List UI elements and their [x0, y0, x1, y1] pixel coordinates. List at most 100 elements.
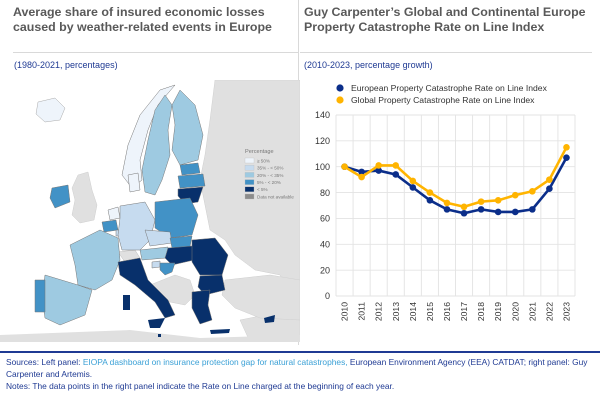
data-point	[426, 189, 434, 196]
y-tick-label: 120	[315, 136, 330, 146]
y-tick-label: 140	[315, 110, 330, 120]
x-tick-label: 2013	[391, 302, 401, 321]
data-point	[460, 203, 468, 211]
y-tick-label: 60	[320, 214, 330, 224]
data-point	[358, 173, 365, 181]
notes-text: Notes: The data points in the right pane…	[6, 380, 395, 391]
y-tick-label: 0	[325, 291, 330, 301]
right-title-divider	[300, 52, 592, 53]
country-PL	[154, 197, 199, 239]
map-legend-swatch	[244, 193, 255, 200]
country-GR-crete	[210, 329, 230, 334]
data-point	[443, 206, 451, 213]
x-tick-label: 2012	[374, 302, 384, 321]
x-tick-label: 2016	[442, 302, 452, 321]
right-panel-title: Guy Carpenter’s Global and Continental E…	[304, 5, 586, 34]
country-BG	[197, 274, 226, 296]
x-tick-label: 2023	[561, 302, 571, 321]
rate-on-line-chart: European Property Catastrophe Rate on Li…	[315, 83, 576, 321]
land-russia-east	[199, 80, 300, 342]
data-point	[494, 208, 502, 216]
x-tick-label: 2010	[340, 302, 350, 321]
data-point	[477, 198, 485, 205]
x-tick-label: 2017	[459, 302, 469, 321]
country-HU	[164, 245, 195, 266]
data-point	[443, 199, 451, 207]
map-legend-swatch	[244, 179, 255, 185]
country-CZ	[144, 229, 173, 247]
left-title-divider	[13, 52, 298, 53]
sources-suffix: European Environment Agency (EEA) CATDAT…	[6, 357, 588, 379]
sources-prefix: Sources: Left panel:	[6, 357, 83, 367]
footer-divider	[0, 351, 600, 353]
country-SE	[141, 94, 173, 196]
country-CY	[264, 315, 275, 323]
data-point	[375, 162, 382, 169]
map-legend-label: 20% - < 35%	[257, 173, 283, 178]
data-point	[511, 208, 519, 216]
data-point	[563, 154, 570, 161]
y-tick-label: 40	[320, 239, 330, 249]
y-tick-label: 20	[320, 265, 330, 275]
map-countries	[34, 84, 275, 337]
chart-legend: European Property Catastrophe Rate on Li…	[336, 83, 548, 105]
x-tick-label: 2021	[527, 302, 537, 321]
legend-label: Global Property Catastrophe Rate on Line…	[351, 95, 535, 105]
data-point	[375, 167, 382, 174]
country-IT-sicily	[148, 318, 165, 328]
country-IE	[49, 184, 71, 209]
country-LV	[177, 173, 206, 189]
country-IT-sardinia	[123, 295, 130, 310]
land-turkey	[221, 274, 300, 321]
country-DK	[127, 172, 141, 193]
x-tick-label: 2014	[408, 302, 418, 321]
map-legend-label: ≥ 50%	[257, 158, 270, 163]
footer-notes: Sources: Left panel: EIOPA dashboard on …	[6, 357, 598, 392]
europe-choropleth-map: Percentage ≥ 50% 35% - < 50% 20% - < 35% 5%…	[0, 80, 300, 342]
map-legend: Percentage ≥ 50% 35% - < 50% 20% - < 35% 5%…	[244, 149, 294, 200]
country-SI	[151, 260, 161, 269]
left-panel-subtitle: (1980-2021, percentages)	[14, 60, 118, 70]
map-legend-swatch	[244, 165, 255, 171]
data-point	[392, 162, 400, 169]
map-legend-label: 5% - < 20%	[257, 180, 281, 185]
chart-series	[341, 144, 570, 217]
data-point	[529, 206, 536, 213]
eiopa-dashboard-link[interactable]: EIOPA dashboard on insurance protection …	[82, 357, 348, 367]
map-legend-swatch	[244, 172, 255, 178]
data-point	[477, 206, 485, 213]
data-point	[546, 185, 553, 192]
right-panel-subtitle: (2010-2023, percentage growth)	[304, 60, 433, 70]
series-global	[341, 144, 570, 211]
map-legend-swatch	[244, 186, 255, 192]
data-point	[426, 197, 434, 204]
country-EE	[179, 162, 201, 176]
data-point	[341, 163, 348, 171]
country-IS	[35, 97, 66, 123]
x-axis: 2010 2011 2012 2013 2014 2015 2016 2017 2018 2019…	[340, 302, 572, 321]
data-point	[546, 176, 553, 183]
data-point	[392, 171, 400, 178]
data-point	[494, 197, 502, 204]
data-point	[409, 177, 417, 185]
data-point	[529, 187, 536, 195]
y-axis: 0 20 40 60 80 100 120 140	[315, 110, 330, 301]
land-uk	[71, 171, 98, 224]
country-IT	[117, 257, 176, 319]
series-european	[341, 154, 570, 217]
x-tick-label: 2015	[425, 302, 435, 321]
x-tick-label: 2018	[476, 302, 486, 321]
legend-marker	[336, 84, 344, 92]
map-legend-label: 35% - < 50%	[257, 166, 283, 171]
x-tick-label: 2020	[510, 302, 520, 321]
x-tick-label: 2022	[544, 302, 554, 321]
data-point	[511, 191, 519, 199]
country-HR	[159, 262, 176, 276]
data-point	[358, 168, 365, 176]
country-PT	[34, 279, 46, 313]
country-BE	[101, 219, 119, 233]
legend-marker	[336, 96, 344, 104]
land-north-africa	[0, 330, 300, 342]
map-legend-title: Percentage	[245, 149, 274, 155]
map-legend-swatch	[244, 157, 255, 164]
